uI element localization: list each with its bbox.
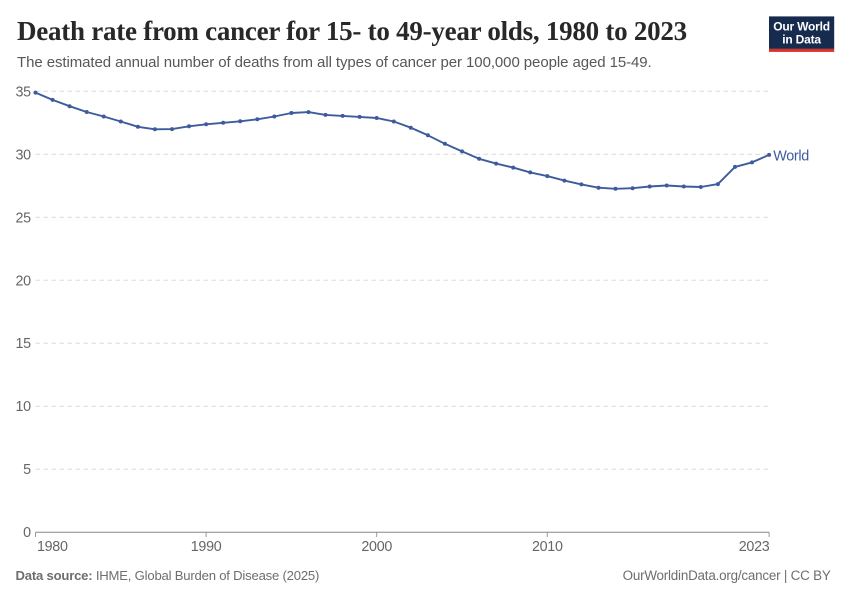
svg-text:2000: 2000 (361, 539, 392, 555)
svg-text:30: 30 (15, 147, 31, 163)
svg-text:2023: 2023 (739, 539, 770, 555)
svg-text:10: 10 (15, 399, 31, 415)
svg-text:in Data: in Data (782, 33, 821, 47)
svg-text:20: 20 (15, 273, 31, 289)
svg-text:1980: 1980 (37, 539, 68, 555)
svg-text:5: 5 (23, 462, 31, 478)
svg-text:The estimated annual number of: The estimated annual number of deaths fr… (17, 54, 652, 71)
svg-text:OurWorldinData.org/cancer | CC: OurWorldinData.org/cancer | CC BY (623, 568, 831, 583)
svg-text:Our World: Our World (773, 19, 830, 33)
svg-text:15: 15 (15, 336, 31, 352)
svg-text:2010: 2010 (532, 539, 563, 555)
svg-text:Death rate from cancer for 15-: Death rate from cancer for 15- to 49-yea… (17, 16, 687, 46)
svg-text:0: 0 (23, 525, 31, 541)
svg-text:35: 35 (15, 84, 31, 100)
svg-text:1990: 1990 (191, 539, 222, 555)
svg-text:World: World (773, 148, 809, 164)
svg-text:Data source: IHME, Global Burd: Data source: IHME, Global Burden of Dise… (16, 568, 320, 583)
svg-text:25: 25 (15, 210, 31, 226)
